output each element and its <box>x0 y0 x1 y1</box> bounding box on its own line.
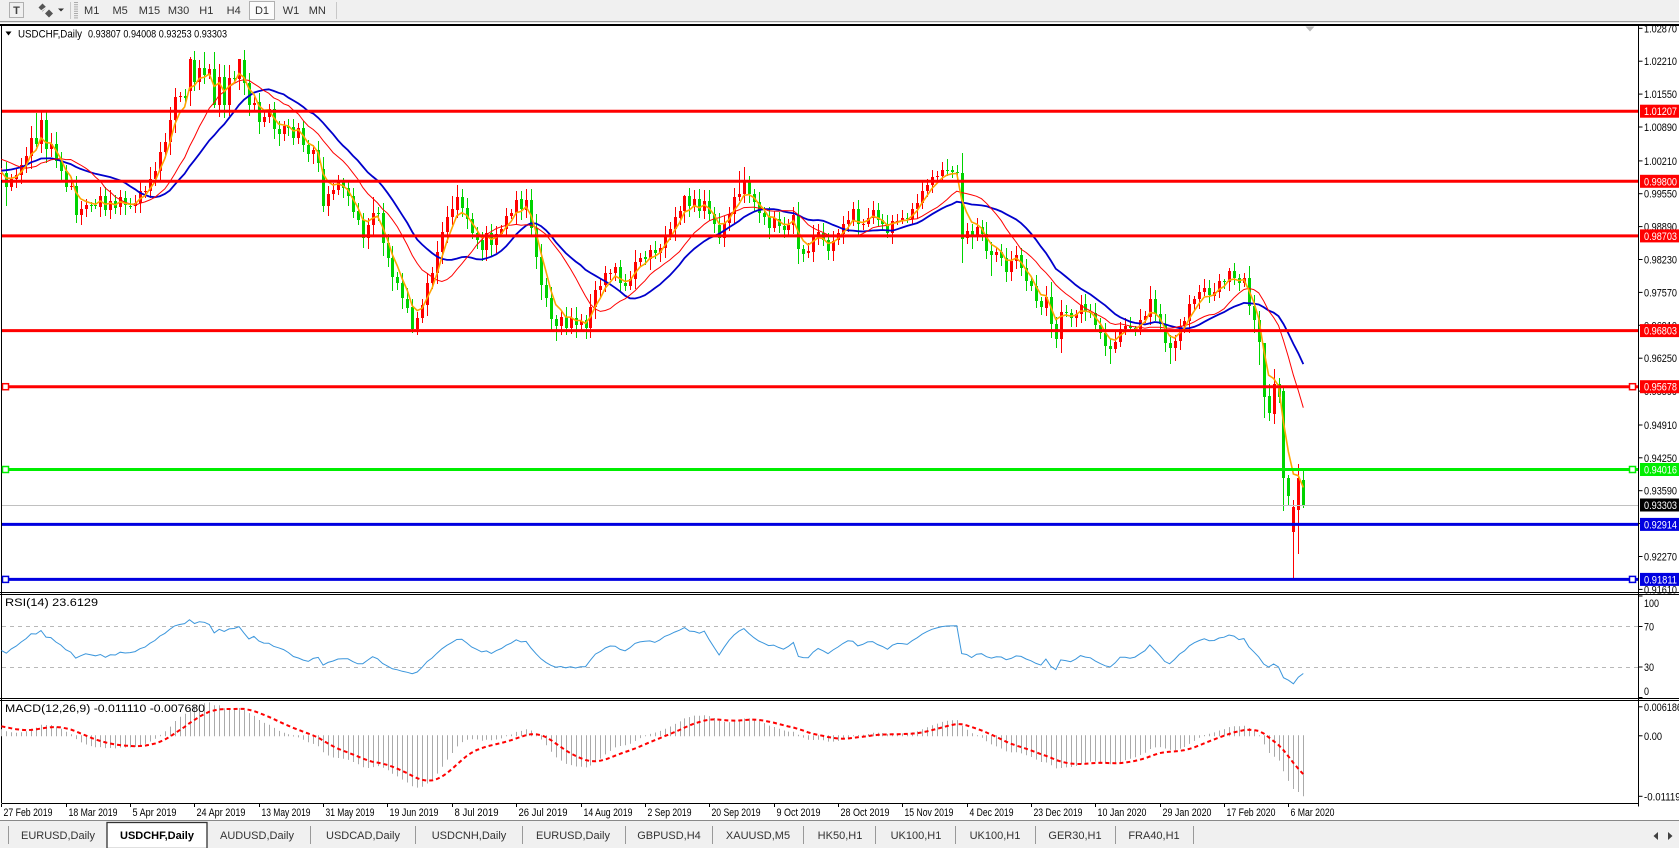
svg-text:0.98703: 0.98703 <box>1644 231 1677 243</box>
svg-text:0.96250: 0.96250 <box>1644 353 1677 365</box>
svg-text:0: 0 <box>1644 686 1649 698</box>
svg-text:UK100,H1: UK100,H1 <box>970 830 1021 842</box>
svg-text:GER30,H1: GER30,H1 <box>1048 830 1101 842</box>
svg-text:FRA40,H1: FRA40,H1 <box>1128 830 1179 842</box>
svg-text:20 Sep 2019: 20 Sep 2019 <box>712 807 761 819</box>
svg-text:1.00210: 1.00210 <box>1644 156 1677 168</box>
svg-text:0.99550: 0.99550 <box>1644 189 1677 201</box>
svg-text:1.01550: 1.01550 <box>1644 89 1677 101</box>
svg-text:AUDUSD,Daily: AUDUSD,Daily <box>220 830 294 842</box>
svg-text:19 Jun 2019: 19 Jun 2019 <box>390 807 439 819</box>
svg-text:8 Jul 2019: 8 Jul 2019 <box>455 807 499 819</box>
svg-text:MN: MN <box>309 5 326 17</box>
svg-text:USDCHF,Daily: USDCHF,Daily <box>120 830 195 842</box>
svg-text:0.00: 0.00 <box>1644 731 1662 743</box>
svg-text:0.93303: 0.93303 <box>1644 500 1677 512</box>
svg-text:17 Feb 2020: 17 Feb 2020 <box>1227 807 1276 819</box>
svg-text:1.02210: 1.02210 <box>1644 56 1677 68</box>
svg-text:H4: H4 <box>227 5 241 17</box>
svg-text:18 Mar 2019: 18 Mar 2019 <box>69 807 118 819</box>
svg-text:-0.011193: -0.011193 <box>1644 791 1679 803</box>
svg-text:6 Mar 2020: 6 Mar 2020 <box>1291 807 1335 819</box>
svg-text:0.94910: 0.94910 <box>1644 420 1677 432</box>
svg-text:30: 30 <box>1644 662 1654 674</box>
svg-text:0.95678: 0.95678 <box>1644 382 1677 394</box>
svg-text:4 Dec 2019: 4 Dec 2019 <box>970 807 1014 819</box>
svg-text:0.006186: 0.006186 <box>1644 702 1679 714</box>
svg-text:W1: W1 <box>283 5 300 17</box>
svg-text:1.00890: 1.00890 <box>1644 122 1677 134</box>
svg-text:EURUSD,Daily: EURUSD,Daily <box>536 830 610 842</box>
svg-text:M5: M5 <box>112 5 127 17</box>
svg-text:MACD(12,26,9) -0.011110 -0.007: MACD(12,26,9) -0.011110 -0.007680 <box>5 703 205 715</box>
svg-text:0.92270: 0.92270 <box>1644 552 1677 564</box>
svg-text:0.96803: 0.96803 <box>1644 326 1677 338</box>
svg-text:1.01207: 1.01207 <box>1644 106 1677 118</box>
svg-text:EURUSD,Daily: EURUSD,Daily <box>21 830 95 842</box>
svg-text:D1: D1 <box>255 5 269 17</box>
svg-text:0.93807 0.94008 0.93253 0.9330: 0.93807 0.94008 0.93253 0.93303 <box>88 29 227 41</box>
svg-text:100: 100 <box>1644 598 1659 610</box>
svg-text:26 Jul 2019: 26 Jul 2019 <box>519 807 568 819</box>
svg-text:10 Jan 2020: 10 Jan 2020 <box>1098 807 1147 819</box>
svg-text:0.94250: 0.94250 <box>1644 453 1677 465</box>
svg-text:1.02870: 1.02870 <box>1644 23 1677 35</box>
svg-text:XAUUSD,M5: XAUUSD,M5 <box>726 830 790 842</box>
svg-text:31 May 2019: 31 May 2019 <box>326 807 375 819</box>
svg-text:14 Aug 2019: 14 Aug 2019 <box>584 807 633 819</box>
svg-text:M30: M30 <box>168 5 189 17</box>
svg-text:0.93590: 0.93590 <box>1644 486 1677 498</box>
svg-text:H1: H1 <box>199 5 213 17</box>
svg-text:0.99800: 0.99800 <box>1644 176 1677 188</box>
svg-text:GBPUSD,H4: GBPUSD,H4 <box>637 830 701 842</box>
svg-text:0.98230: 0.98230 <box>1644 255 1677 267</box>
svg-text:M1: M1 <box>84 5 99 17</box>
svg-text:13 May 2019: 13 May 2019 <box>262 807 311 819</box>
svg-text:HK50,H1: HK50,H1 <box>818 830 863 842</box>
svg-text:USDCHF,Daily: USDCHF,Daily <box>18 29 82 41</box>
svg-text:0.91811: 0.91811 <box>1644 574 1677 586</box>
svg-text:USDCNH,Daily: USDCNH,Daily <box>432 830 507 842</box>
svg-text:5 Apr 2019: 5 Apr 2019 <box>133 807 177 819</box>
svg-text:USDCAD,Daily: USDCAD,Daily <box>326 830 400 842</box>
svg-text:0.92914: 0.92914 <box>1644 519 1677 531</box>
svg-text:M15: M15 <box>139 5 160 17</box>
svg-text:RSI(14) 23.6129: RSI(14) 23.6129 <box>5 597 98 609</box>
svg-text:29 Jan 2020: 29 Jan 2020 <box>1163 807 1212 819</box>
svg-text:9 Oct 2019: 9 Oct 2019 <box>777 807 821 819</box>
svg-text:0.94016: 0.94016 <box>1644 465 1677 477</box>
svg-text:2 Sep 2019: 2 Sep 2019 <box>648 807 692 819</box>
svg-text:23 Dec 2019: 23 Dec 2019 <box>1034 807 1083 819</box>
svg-text:24 Apr 2019: 24 Apr 2019 <box>197 807 246 819</box>
svg-text:0.91610: 0.91610 <box>1644 584 1677 596</box>
svg-text:0.97570: 0.97570 <box>1644 287 1677 299</box>
svg-text:15 Nov 2019: 15 Nov 2019 <box>905 807 954 819</box>
svg-text:27 Feb 2019: 27 Feb 2019 <box>4 807 53 819</box>
svg-text:70: 70 <box>1644 622 1654 634</box>
svg-text:T: T <box>13 5 20 17</box>
svg-text:28 Oct 2019: 28 Oct 2019 <box>841 807 890 819</box>
svg-text:UK100,H1: UK100,H1 <box>891 830 942 842</box>
